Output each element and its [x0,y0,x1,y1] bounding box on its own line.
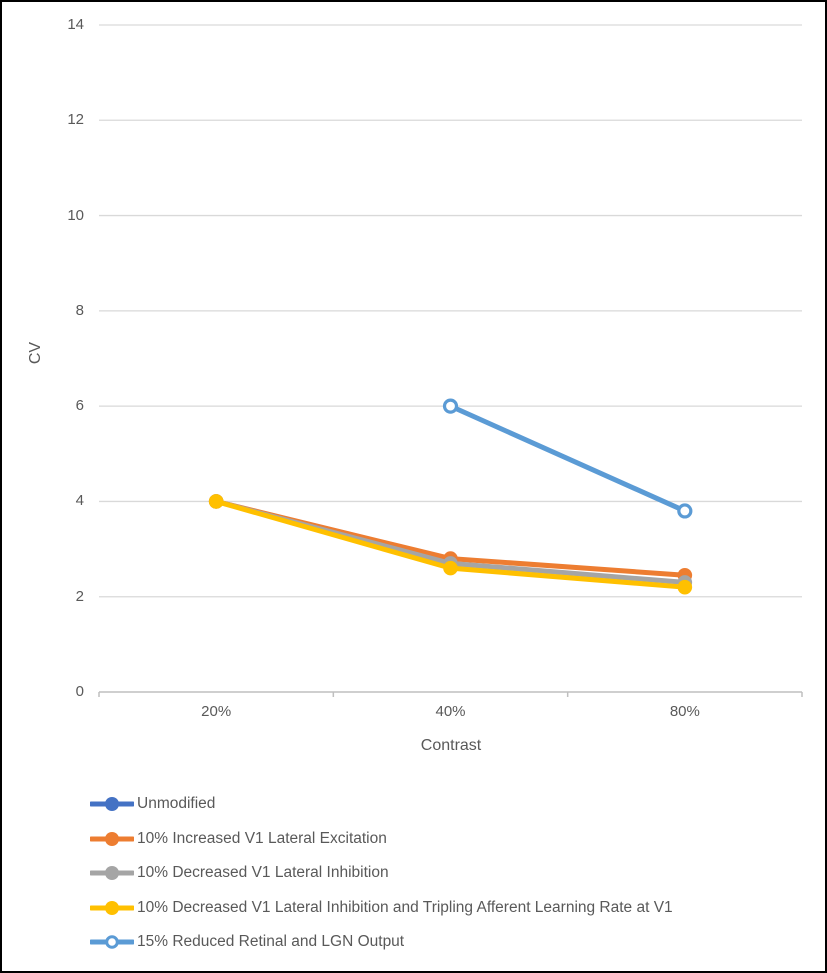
x-tick-label: 20% [201,703,232,720]
line-marker-icon [90,797,134,812]
legend-item-unmodified: Unmodified [90,787,673,822]
x-tick-label: 80% [669,703,700,720]
line-marker-icon [90,831,134,846]
legend-label: 10% Increased V1 Lateral Excitation [137,829,387,847]
y-tick-label: 12 [67,111,84,129]
line-marker-icon [90,935,134,950]
y-tick-label: 4 [75,492,84,510]
legend-item-increased-excitation: 10% Increased V1 Lateral Excitation [90,822,673,857]
line-marker-icon [90,866,134,881]
legend-item-reduced-retinal-lgn: 15% Reduced Retinal and LGN Output [90,925,673,960]
legend-label: 15% Reduced Retinal and LGN Output [137,933,405,951]
y-tick-label: 2 [75,587,84,605]
x-axis-title: Contrast [420,737,482,754]
y-tick-label: 10 [67,206,84,224]
legend-item-decreased-inhibition-tripling-learning: 10% Decreased V1 Lateral Inhibition and … [90,891,673,926]
y-tick-label: 0 [75,683,84,700]
line-marker-icon [90,900,134,915]
x-tick-label: 40% [435,703,466,720]
y-axis-title: CV [27,341,44,365]
chart-legend: Unmodified 10% Increased V1 Lateral Exci… [90,787,673,960]
legend-label: Unmodified [137,795,216,813]
legend-label: 10% Decreased V1 Lateral Inhibition [137,864,389,882]
legend-item-decreased-inhibition: 10% Decreased V1 Lateral Inhibition [90,856,673,891]
y-tick-label: 6 [75,397,84,415]
legend-label: 10% Decreased V1 Lateral Inhibition and … [137,898,673,916]
y-tick-label: 8 [75,301,84,319]
y-tick-label: 14 [67,16,84,33]
